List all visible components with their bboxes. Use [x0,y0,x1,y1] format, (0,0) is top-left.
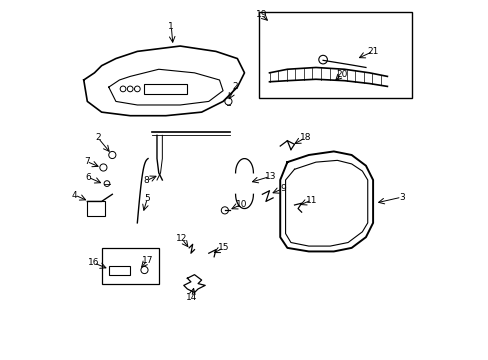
Text: 5: 5 [144,194,150,203]
Text: 13: 13 [264,172,275,181]
Text: 4: 4 [72,190,78,199]
Text: 12: 12 [176,234,187,243]
Text: 2: 2 [95,133,101,142]
Text: 8: 8 [143,176,149,185]
Text: 10: 10 [235,200,247,209]
Text: 6: 6 [85,173,91,182]
Text: 3: 3 [398,193,404,202]
Text: 20: 20 [335,70,346,79]
Text: 19: 19 [255,10,267,19]
Text: 15: 15 [218,243,229,252]
Text: 1: 1 [168,22,174,31]
Text: 14: 14 [185,293,197,302]
Text: 16: 16 [88,258,99,267]
Text: 17: 17 [142,256,153,265]
Text: 21: 21 [366,47,378,56]
Text: 2: 2 [232,82,238,91]
Text: 9: 9 [280,184,285,193]
Text: 18: 18 [299,133,310,142]
Text: 11: 11 [305,195,317,204]
Text: 7: 7 [83,157,89,166]
